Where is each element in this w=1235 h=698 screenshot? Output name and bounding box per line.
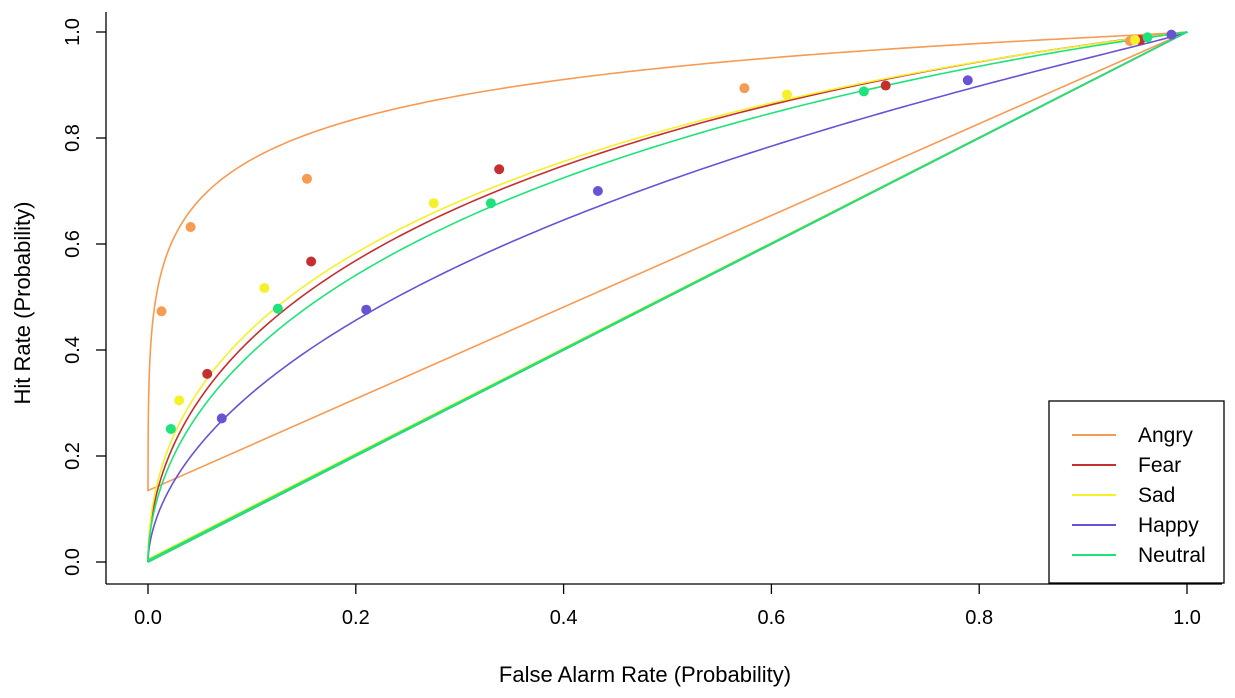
legend-box bbox=[1048, 400, 1225, 584]
legend-label-angry: Angry bbox=[1138, 424, 1193, 447]
y-axis-title: Hit Rate (Probability) bbox=[10, 202, 35, 405]
y-tick-label: 0.2 bbox=[62, 442, 84, 470]
data-point-fear bbox=[306, 256, 317, 267]
data-point-neutral bbox=[858, 86, 869, 97]
data-point-angry bbox=[185, 222, 196, 233]
roc-curve-neutral bbox=[147, 31, 1188, 563]
legend-label-happy: Happy bbox=[1138, 514, 1199, 537]
data-point-fear bbox=[494, 164, 505, 175]
data-point-sad bbox=[1130, 34, 1141, 45]
x-tick-label: 0.6 bbox=[757, 607, 785, 629]
legend: Angry Fear Sad Happy Neutral bbox=[1048, 400, 1225, 584]
data-point-sad bbox=[259, 282, 270, 293]
legend-label-neutral: Neutral bbox=[1138, 544, 1206, 567]
x-tick-label: 0.8 bbox=[965, 607, 993, 629]
data-point-neutral bbox=[1142, 32, 1153, 43]
x-tick-label: 1.0 bbox=[1173, 607, 1201, 629]
data-point-happy bbox=[216, 413, 227, 424]
data-point-fear bbox=[880, 80, 891, 91]
y-tick-label: 1.0 bbox=[62, 18, 84, 46]
roc-curves bbox=[146, 31, 1188, 563]
x-tick-label: 0.0 bbox=[134, 607, 162, 629]
data-point-happy bbox=[962, 75, 973, 86]
y-tick-label: 0.6 bbox=[62, 230, 84, 258]
data-point-angry bbox=[156, 306, 167, 317]
y-tick-label: 0.4 bbox=[62, 336, 84, 364]
data-points bbox=[156, 29, 1177, 434]
x-axis-title: False Alarm Rate (Probability) bbox=[499, 662, 791, 687]
data-point-sad bbox=[174, 395, 185, 406]
data-point-happy bbox=[361, 304, 372, 315]
x-tick-label: 0.2 bbox=[342, 607, 370, 629]
y-tick-label: 0.0 bbox=[62, 548, 84, 576]
data-point-sad bbox=[428, 198, 439, 209]
data-point-neutral bbox=[485, 198, 496, 209]
legend-label-sad: Sad bbox=[1138, 484, 1175, 507]
x-tick-label: 0.4 bbox=[550, 607, 578, 629]
data-point-neutral bbox=[272, 303, 283, 314]
y-tick-label: 0.8 bbox=[62, 124, 84, 152]
data-point-fear bbox=[202, 368, 213, 379]
data-point-neutral bbox=[165, 423, 176, 434]
data-point-sad bbox=[781, 89, 792, 100]
legend-label-fear: Fear bbox=[1138, 454, 1181, 477]
axes: 0.0 0.2 0.4 0.6 0.8 1.0 0.0 0.2 0.4 0.6 0.8 1.0 bbox=[62, 12, 1222, 629]
data-point-happy bbox=[592, 186, 603, 196]
data-point-angry bbox=[739, 83, 750, 94]
data-point-happy bbox=[1166, 29, 1177, 40]
data-point-angry bbox=[301, 173, 312, 184]
